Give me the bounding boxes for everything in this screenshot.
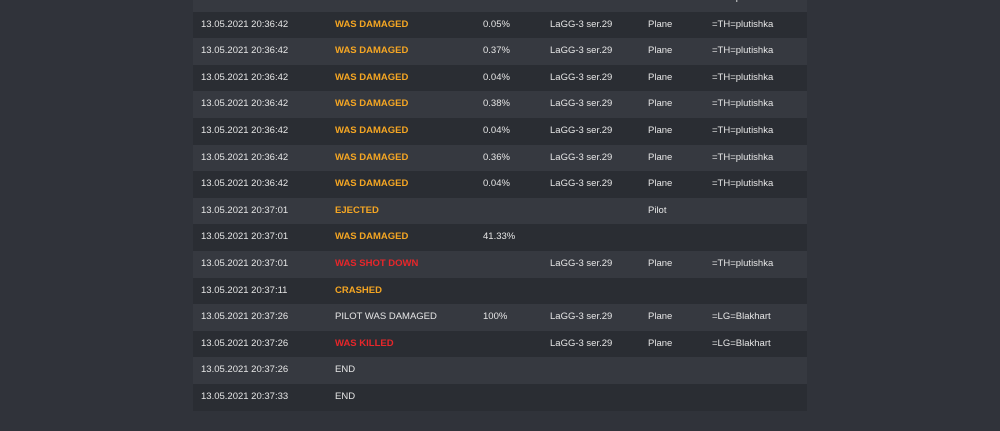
status-cell: WAS DAMAGED <box>335 151 409 163</box>
table-row: 13.05.2021 20:36:42 WAS DAMAGED 0.36% LaGG-… <box>193 144 807 172</box>
aircraft-cell: LaGG-3 ser.29 <box>550 98 613 110</box>
table-row: 13.05.2021 20:36:41 WAS DAMAGED 0.04% LaGG-… <box>193 0 807 12</box>
damage-cell: 0.04% <box>483 178 510 190</box>
aircraft-cell: LaGG-3 ser.29 <box>550 71 613 83</box>
status-cell: WAS DAMAGED <box>335 71 409 83</box>
player-cell: =TH=plutishka <box>712 178 774 190</box>
player-cell: =TH=plutishka <box>712 71 774 83</box>
time-cell: 13.05.2021 20:37:26 <box>201 311 289 323</box>
status-cell: END <box>335 364 356 376</box>
status-cell: WAS DAMAGED <box>335 231 409 243</box>
status-cell: WAS DAMAGED <box>335 125 409 136</box>
status-cell: WAS DAMAGED <box>335 98 409 110</box>
status-cell: WAS DAMAGED <box>335 0 408 12</box>
time-cell: 13.05.2021 20:36:41 <box>201 0 288 12</box>
status-cell: PILOT WAS DAMAGED <box>335 311 437 323</box>
object-type-cell: Plane <box>648 178 673 190</box>
damage-cell: 0.04% <box>483 125 510 136</box>
table-row: 13.05.2021 20:36:42 WAS DAMAGED 0.04% LaGG-… <box>193 118 807 145</box>
status-cell: CRASHED <box>335 284 382 296</box>
table-row: 13.05.2021 20:37:26 WAS KILLED LaGG-3 ser.… <box>193 330 807 358</box>
time-cell: 13.05.2021 20:37:01 <box>201 231 289 243</box>
time-cell: 13.05.2021 20:36:42 <box>201 151 289 163</box>
damage-cell: 0.36% <box>483 151 510 163</box>
player-cell: =TH=plutishka <box>712 258 774 269</box>
aircraft-cell: LaGG-3 ser.29 <box>550 337 613 349</box>
object-type-cell: Plane <box>648 0 672 12</box>
player-cell: =TH=plutishka <box>712 0 773 12</box>
object-type-cell: Plane <box>648 98 673 110</box>
damage-cell: 0.37% <box>483 45 510 57</box>
time-cell: 13.05.2021 20:37:01 <box>201 204 289 216</box>
status-cell: WAS DAMAGED <box>335 45 409 57</box>
aircraft-cell: LaGG-3 ser.29 <box>550 258 613 269</box>
player-cell: =TH=plutishka <box>712 45 774 57</box>
time-cell: 13.05.2021 20:36:42 <box>201 98 289 110</box>
table-row: 13.05.2021 20:37:26 PILOT WAS DAMAGED 100%… <box>193 304 807 331</box>
table-row: 13.05.2021 20:36:42 WAS DAMAGED 0.37% LaGG-… <box>193 38 807 65</box>
time-cell: 13.05.2021 20:36:42 <box>201 71 289 83</box>
player-cell: =TH=plutishka <box>712 125 774 136</box>
player-cell: =LG=Blakhart <box>712 311 771 323</box>
player-cell: =LG=Blakhart <box>712 337 771 349</box>
table-row: 13.05.2021 20:37:01 WAS DAMAGED 41.33% <box>193 224 807 251</box>
damage-cell: 41.33% <box>483 231 516 243</box>
table-row: 13.05.2021 20:36:42 WAS DAMAGED 0.38% LaGG-… <box>193 91 807 118</box>
object-type-cell: Plane <box>648 125 673 136</box>
table-row: 13.05.2021 20:37:01 EJECTED Pilot <box>193 197 807 225</box>
time-cell: 13.05.2021 20:37:26 <box>201 364 289 376</box>
damage-cell: 100% <box>483 311 508 323</box>
table-row: 13.05.2021 20:37:11 CRASHED <box>193 277 807 305</box>
time-cell: 13.05.2021 20:36:42 <box>201 45 289 57</box>
status-cell: WAS DAMAGED <box>335 178 409 190</box>
time-cell: 13.05.2021 20:36:42 <box>201 125 289 136</box>
table-row: 13.05.2021 20:37:01 WAS SHOT DOWN LaGG-3 s… <box>193 251 807 278</box>
object-type-cell: Plane <box>648 71 673 83</box>
time-cell: 13.05.2021 20:37:11 <box>201 284 288 296</box>
time-cell: 13.05.2021 20:36:42 <box>201 18 289 30</box>
status-cell: WAS SHOT DOWN <box>335 258 419 269</box>
object-type-cell: Plane <box>648 151 673 163</box>
time-cell: 13.05.2021 20:37:01 <box>201 258 289 269</box>
damage-cell: 0.38% <box>483 98 510 110</box>
status-cell: END <box>335 391 356 402</box>
object-type-cell: Plane <box>648 311 673 323</box>
aircraft-cell: LaGG-3 ser.29 <box>550 0 612 12</box>
table-row: 13.05.2021 20:37:33 END <box>193 384 807 411</box>
aircraft-cell: LaGG-3 ser.29 <box>550 18 613 30</box>
object-type-cell: Plane <box>648 258 673 269</box>
time-cell: 13.05.2021 20:37:33 <box>201 391 289 402</box>
player-cell: =TH=plutishka <box>712 18 774 30</box>
object-type-cell: Plane <box>648 18 673 30</box>
damage-cell: 0.04% <box>483 71 510 83</box>
status-cell: EJECTED <box>335 204 379 216</box>
table-row: 13.05.2021 20:36:42 WAS DAMAGED 0.05% LaGG-… <box>193 11 807 39</box>
status-cell: WAS DAMAGED <box>335 18 409 30</box>
aircraft-cell: LaGG-3 ser.29 <box>550 125 613 136</box>
object-type-cell: Plane <box>648 45 673 57</box>
table-row: 13.05.2021 20:37:26 END <box>193 357 807 384</box>
object-type-cell: Pilot <box>648 204 667 216</box>
aircraft-cell: LaGG-3 ser.29 <box>550 311 613 323</box>
aircraft-cell: LaGG-3 ser.29 <box>550 178 613 190</box>
damage-cell: 0.05% <box>483 18 510 30</box>
table-row: 13.05.2021 20:36:42 WAS DAMAGED 0.04% LaGG-… <box>193 64 807 92</box>
aircraft-cell: LaGG-3 ser.29 <box>550 45 613 57</box>
status-cell: WAS KILLED <box>335 337 394 349</box>
table-row: 13.05.2021 20:36:42 WAS DAMAGED 0.04% LaGG-… <box>193 171 807 198</box>
player-cell: =TH=plutishka <box>712 151 774 163</box>
time-cell: 13.05.2021 20:37:26 <box>201 337 289 349</box>
aircraft-cell: LaGG-3 ser.29 <box>550 151 613 163</box>
object-type-cell: Plane <box>648 337 673 349</box>
player-cell: =TH=plutishka <box>712 98 774 110</box>
damage-cell: 0.04% <box>483 0 510 12</box>
time-cell: 13.05.2021 20:36:42 <box>201 178 289 190</box>
